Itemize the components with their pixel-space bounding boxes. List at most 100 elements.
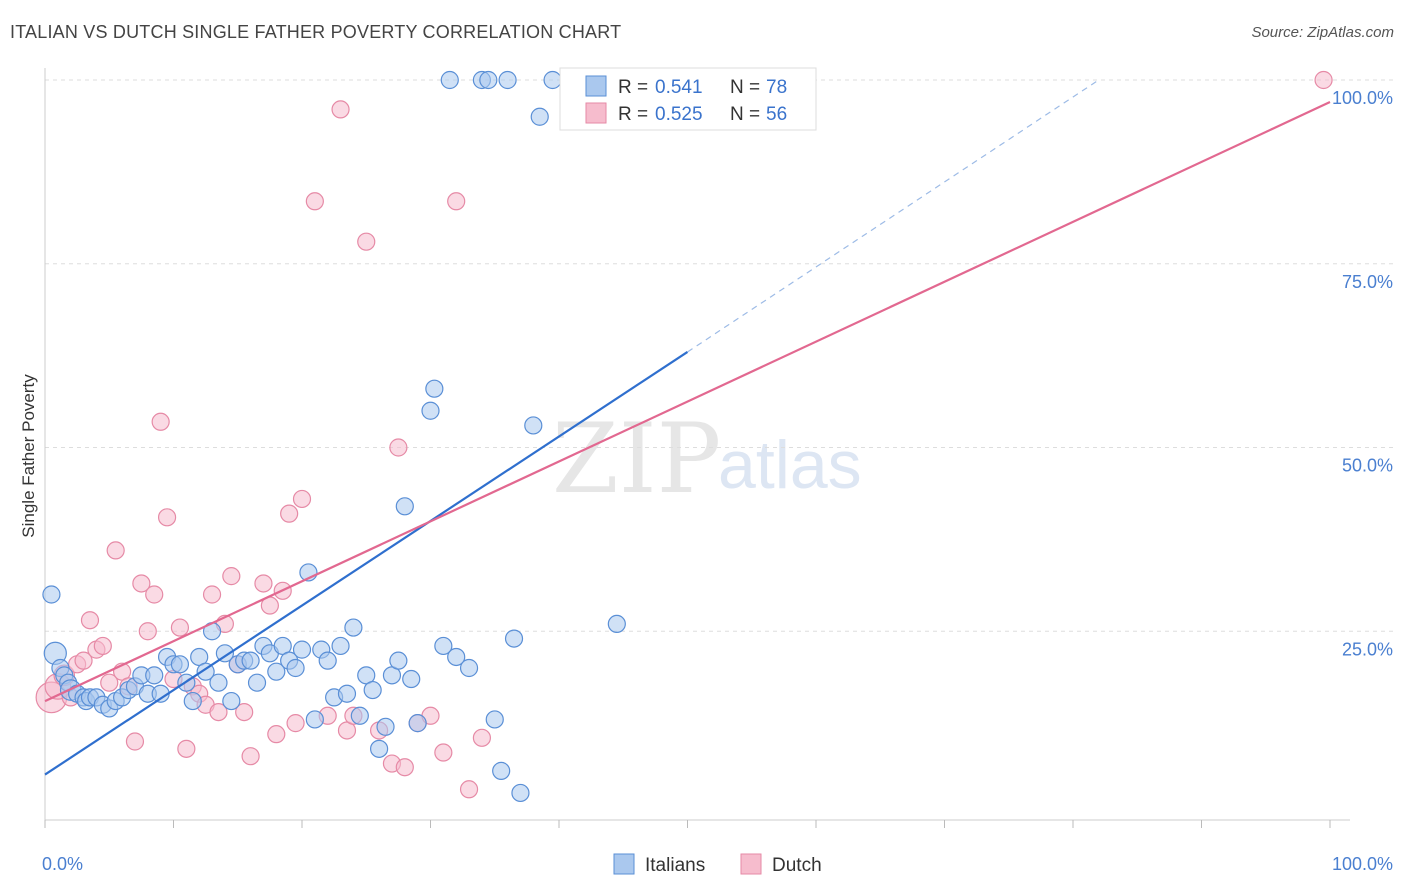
bottom-legend-swatch-dutch (740, 853, 762, 875)
italian-point (170, 655, 190, 674)
italian-point (498, 70, 517, 90)
dutch-point (241, 747, 260, 766)
dutch-point (1314, 70, 1333, 90)
dutch-point (202, 585, 222, 604)
italian-point (485, 710, 504, 729)
dutch-point (100, 673, 119, 692)
legend-n-label-italians: N = (730, 77, 760, 98)
chart-title: ITALIAN VS DUTCH SINGLE FATHER POVERTY C… (10, 22, 622, 42)
italian-point (524, 416, 543, 435)
italian-point (425, 379, 444, 398)
italian-point (247, 673, 267, 692)
italian-point (389, 651, 408, 670)
bottom-legend-italians: Italians (645, 855, 705, 876)
bottom-legend-swatch-italians (613, 853, 635, 875)
italian-point (42, 585, 61, 604)
legend-n-value-dutch: 56 (766, 104, 787, 125)
dutch-point (472, 728, 491, 747)
legend-n-label-dutch: N = (730, 104, 760, 125)
italian-point (222, 691, 241, 711)
italian-point (434, 636, 453, 656)
x-ticks (44, 820, 1331, 828)
y-tick-label-25: 25.0% (1342, 639, 1393, 659)
dutch-point (395, 758, 414, 777)
gridlines (45, 79, 1395, 632)
watermark-atlas: atlas (718, 427, 862, 503)
legend-n-value-italians: 78 (766, 77, 787, 98)
dutch-point (125, 732, 145, 751)
y-tick-label-100: 100.0% (1332, 88, 1393, 108)
dutch-point (267, 725, 286, 744)
legend-swatch-italians (585, 75, 607, 97)
dutch-point (145, 585, 164, 604)
dutch-point (331, 100, 350, 119)
italian-point (530, 107, 549, 126)
trend-lines (44, 79, 1331, 776)
italians-trend-line (44, 351, 689, 776)
dutch-point (157, 508, 177, 527)
dutch-point (305, 192, 324, 211)
y-tick-labels: 25.0% 50.0% 75.0% 100.0% (1332, 88, 1393, 659)
correlation-legend: R = 0.541 N = 78 R = 0.525 N = 56 (559, 67, 817, 131)
dutch-point (459, 780, 479, 799)
legend-r-value-dutch: 0.525 (655, 104, 703, 125)
dutch-point (434, 743, 453, 762)
italian-point (459, 658, 479, 678)
italians-series (42, 70, 626, 803)
dutch-point (357, 232, 376, 251)
italian-point (363, 680, 382, 700)
italian-point (376, 717, 395, 736)
legend-r-value-italians: 0.541 (655, 77, 703, 98)
dutch-point (389, 438, 408, 457)
dutch-point (280, 504, 299, 523)
dutch-point (286, 714, 305, 733)
italian-point (504, 629, 524, 648)
italians-trend-extension (687, 79, 1100, 353)
dutch-point (292, 489, 312, 509)
dutch-trend-line (44, 101, 1331, 703)
italian-point (370, 739, 389, 758)
italian-point (215, 644, 234, 663)
italian-point (209, 673, 228, 692)
italian-point (350, 706, 369, 725)
x-tick-label-max: 100.0% (1332, 854, 1393, 874)
dutch-point (74, 651, 93, 670)
y-tick-label-75: 75.0% (1342, 272, 1393, 292)
italian-point (292, 640, 312, 659)
dutch-point (254, 574, 273, 593)
italian-point (286, 658, 305, 678)
legend-r-label-dutch: R = (618, 104, 648, 125)
dutch-point (170, 618, 190, 637)
italian-point (331, 636, 350, 656)
x-tick-label-min: 0.0% (42, 854, 83, 874)
italian-point (337, 684, 357, 703)
italian-point (183, 691, 202, 711)
italian-point (479, 70, 498, 90)
italian-point (607, 614, 626, 634)
italian-point (241, 651, 260, 670)
italian-point (395, 497, 414, 516)
legend-r-label-italians: R = (618, 77, 648, 98)
dutch-point (151, 412, 170, 431)
dutch-point (235, 702, 254, 722)
dutch-point (209, 702, 228, 722)
dutch-point (106, 541, 125, 560)
italian-point (440, 70, 459, 90)
y-tick-label-50: 50.0% (1342, 456, 1393, 476)
italian-point (447, 647, 466, 667)
italian-point (543, 70, 562, 90)
italian-point (344, 618, 363, 637)
watermark-zip: ZIP (552, 403, 721, 515)
italian-point (421, 401, 440, 420)
italian-point (267, 662, 286, 681)
series-legend: Italians Dutch (613, 853, 822, 876)
dutch-point (132, 574, 151, 593)
source-label: Source: ZipAtlas.com (1251, 24, 1394, 41)
dutch-point (177, 739, 196, 758)
dutch-point (222, 567, 241, 586)
italian-point (305, 710, 324, 729)
italian-point (318, 651, 337, 670)
italian-point (492, 761, 511, 781)
y-axis-title: Single Father Poverty (19, 374, 38, 538)
